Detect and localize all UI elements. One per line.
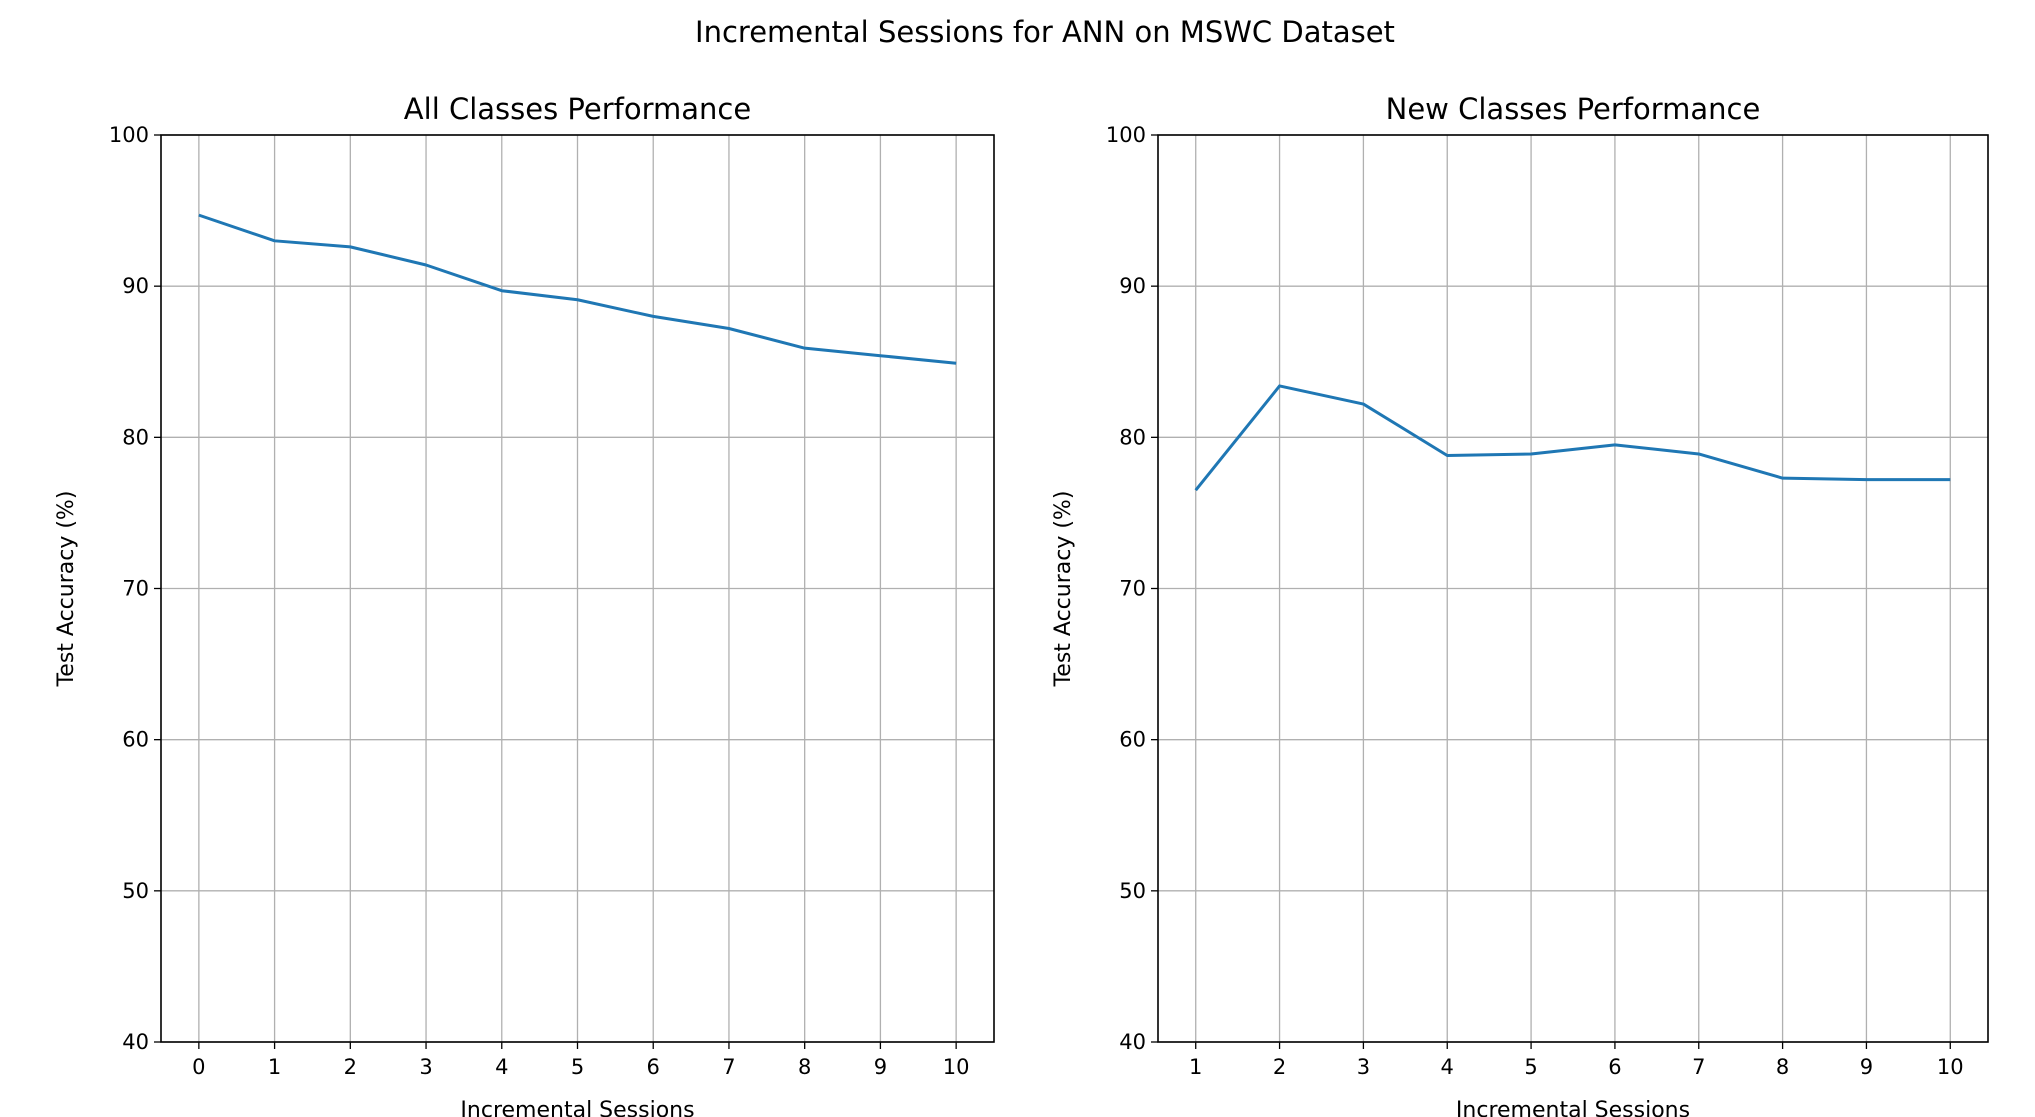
x-tick-label: 9 — [1860, 1055, 1873, 1079]
y-tick-label: 60 — [122, 728, 149, 752]
y-tick-label: 90 — [1119, 274, 1146, 298]
x-tick-label: 0 — [192, 1055, 205, 1079]
axes-frame — [1157, 134, 1989, 1043]
y-tick-label: 90 — [122, 274, 149, 298]
x-tick-label: 10 — [1937, 1055, 1964, 1079]
new-classes-chart: 1 2 3 4 5 6 7 8 9 10 40 50 60 70 80 90 100 New Classes Pe… — [1051, 92, 1989, 1117]
x-tick-label: 6 — [1608, 1055, 1621, 1079]
axes-frame — [160, 134, 995, 1043]
y-tick-label: 50 — [1119, 879, 1146, 903]
y-tick-label: 80 — [1119, 425, 1146, 449]
x-axis-label: Incremental Sessions — [460, 1098, 694, 1117]
x-axis-label: Incremental Sessions — [1456, 1098, 1690, 1117]
y-axis-label: Test Accuracy (%) — [1051, 491, 1076, 688]
x-tick-label: 7 — [722, 1055, 735, 1079]
x-tick-label: 2 — [344, 1055, 357, 1079]
x-tick-label: 8 — [1776, 1055, 1789, 1079]
chart-title: New Classes Performance — [1386, 92, 1761, 126]
y-axis-label: Test Accuracy (%) — [54, 491, 79, 688]
x-tick-label: 2 — [1273, 1055, 1286, 1079]
y-tick-label: 100 — [1106, 123, 1146, 147]
x-tick-label: 8 — [798, 1055, 811, 1079]
x-tick-label: 1 — [1189, 1055, 1202, 1079]
x-tick-label: 5 — [571, 1055, 584, 1079]
accuracy-line — [1194, 384, 1951, 492]
figure-title: Incremental Sessions for ANN on MSWC Dat… — [695, 15, 1395, 49]
x-tick-label: 5 — [1524, 1055, 1537, 1079]
x-tick-label: 3 — [1357, 1055, 1370, 1079]
x-tick-label: 7 — [1692, 1055, 1705, 1079]
y-tick-label: 100 — [109, 123, 149, 147]
y-tick-label: 40 — [122, 1030, 149, 1054]
chart-title: All Classes Performance — [404, 92, 751, 126]
x-tick-label: 9 — [874, 1055, 887, 1079]
y-tick-label: 70 — [1119, 577, 1146, 601]
y-tick-label: 60 — [1119, 728, 1146, 752]
y-tick-label: 50 — [122, 879, 149, 903]
x-tick-label: 6 — [647, 1055, 660, 1079]
y-tick-label: 40 — [1119, 1030, 1146, 1054]
x-tick-label: 1 — [268, 1055, 281, 1079]
y-tick-label: 70 — [122, 577, 149, 601]
all-classes-chart: 0 1 2 3 4 5 6 7 8 9 10 40 50 60 70 80 90 100 All Classes P… — [54, 92, 995, 1117]
x-tick-label: 4 — [1441, 1055, 1454, 1079]
y-tick-label: 80 — [122, 425, 149, 449]
x-tick-label: 10 — [943, 1055, 970, 1079]
x-tick-label: 3 — [419, 1055, 432, 1079]
x-tick-label: 4 — [495, 1055, 508, 1079]
